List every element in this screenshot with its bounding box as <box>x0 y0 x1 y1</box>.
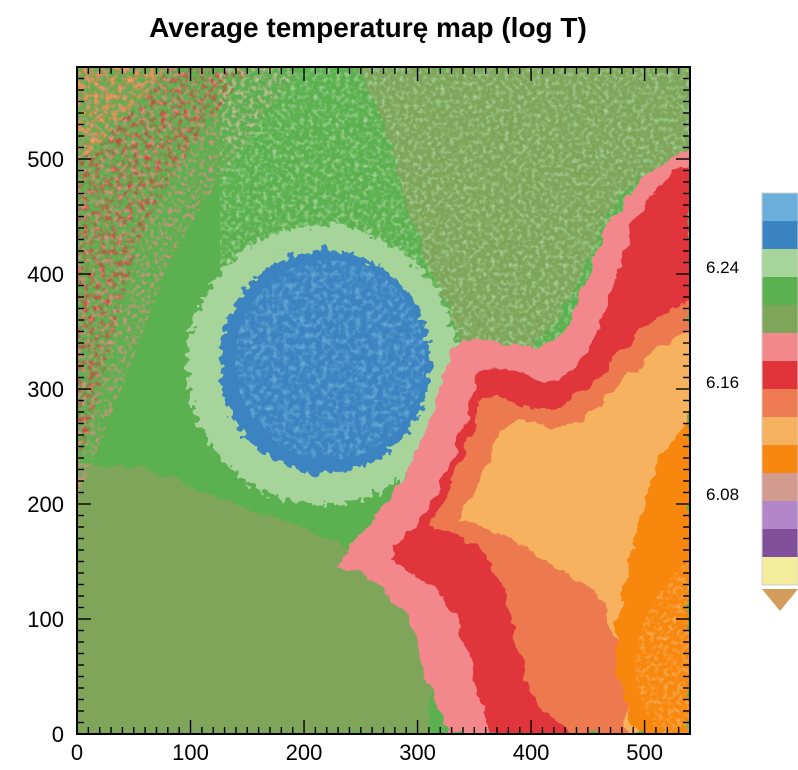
colorbar-segment <box>762 221 798 250</box>
colorbar-tick-labels: 6.24 6.16 6.08 <box>706 258 739 504</box>
axis-ticks <box>76 66 691 735</box>
colorbar-segment <box>762 473 798 502</box>
region-pink-noisy-upper-left <box>77 67 300 500</box>
colorbar-segment <box>762 305 798 334</box>
colorbar-segment <box>762 557 798 586</box>
x-axis-tick-labels: 0 100 200 300 400 500 <box>71 740 663 765</box>
y-tick-label: 200 <box>27 492 64 517</box>
y-tick-label: 400 <box>27 262 64 287</box>
y-tick-label: 0 <box>52 722 64 747</box>
colorbar-segment <box>762 389 798 418</box>
colorbar-segment <box>762 501 798 530</box>
x-tick-label: 400 <box>513 740 550 765</box>
region-orange-noisy-corner <box>77 67 170 160</box>
colorbar <box>761 192 798 611</box>
colorbar-under-arrow <box>762 589 798 611</box>
region-orange-speckle <box>635 560 690 734</box>
colorbar-segment <box>762 417 798 446</box>
chart-title: Average temperaturę map (log T) <box>149 12 587 43</box>
heatmap-area <box>77 67 690 734</box>
region-cool-blob-speckle <box>235 260 425 460</box>
colorbar-segment <box>762 333 798 362</box>
x-tick-label: 300 <box>399 740 436 765</box>
colorbar-frame <box>761 192 798 586</box>
colorbar-segment <box>762 249 798 278</box>
y-tick-label: 100 <box>27 607 64 632</box>
x-tick-label: 100 <box>172 740 209 765</box>
colorbar-segment <box>762 277 798 306</box>
region-olive-lower-left <box>77 465 430 734</box>
x-tick-label: 200 <box>286 740 323 765</box>
colorbar-segment <box>762 361 798 390</box>
x-tick-label: 500 <box>626 740 663 765</box>
colorbar-segment <box>762 445 798 474</box>
x-tick-label: 0 <box>71 740 83 765</box>
y-tick-label: 500 <box>27 147 64 172</box>
colorbar-tick-label: 6.08 <box>706 485 739 504</box>
y-axis-tick-labels: 0 100 200 300 400 500 <box>27 147 64 747</box>
colorbar-tick-label: 6.24 <box>706 258 739 277</box>
colorbar-segment <box>762 193 798 222</box>
colorbar-segment <box>762 529 798 558</box>
y-tick-label: 300 <box>27 377 64 402</box>
colorbar-tick-label: 6.16 <box>706 373 739 392</box>
